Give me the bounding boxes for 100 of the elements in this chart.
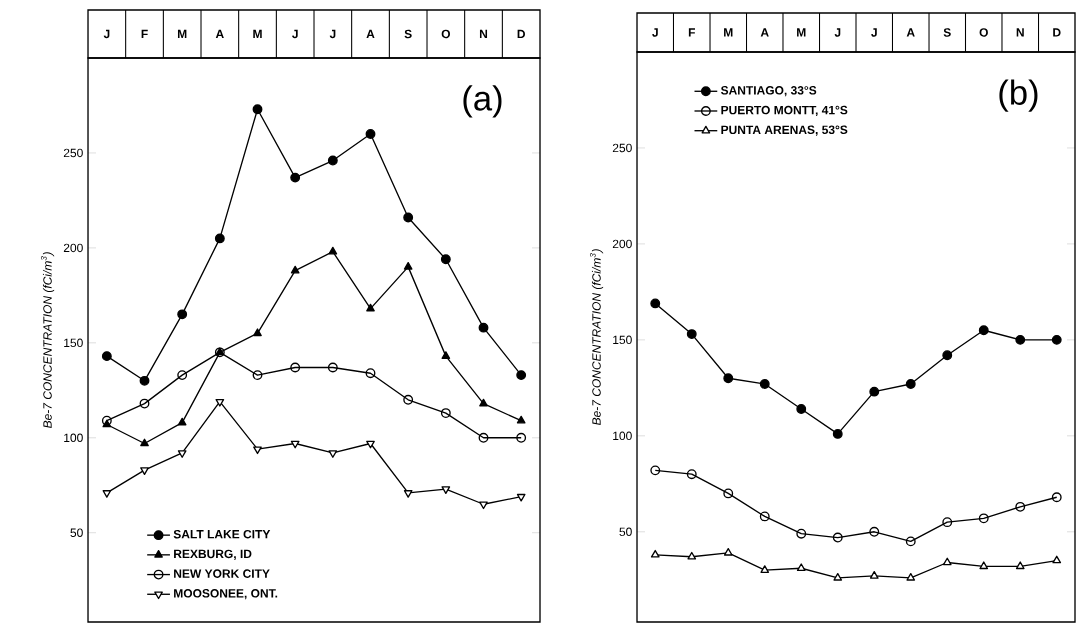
point [869, 386, 880, 397]
x-tick-label: A [215, 29, 224, 39]
legend-label: NEW YORK CITY [174, 569, 270, 578]
point [403, 212, 414, 223]
point [440, 408, 451, 419]
point [101, 415, 112, 426]
point [869, 570, 879, 579]
point [869, 526, 880, 537]
legend-label: SANTIAGO, 33°S [720, 86, 817, 97]
x-tick-label: N [479, 29, 488, 39]
point [906, 572, 916, 581]
point [650, 465, 661, 476]
point [796, 563, 806, 572]
x-tick-label: M [177, 29, 187, 39]
point [177, 309, 188, 320]
point [1051, 492, 1062, 503]
x-tick-label: M [724, 28, 733, 37]
point [365, 368, 376, 379]
y-tick-label: 150 [64, 338, 83, 348]
point [833, 572, 843, 581]
y-axis-title: Be-7 CONCENTRATION (fCi/m$^{3}$) [589, 249, 604, 426]
point [441, 351, 451, 359]
point [723, 488, 734, 499]
point [140, 438, 149, 447]
point [1015, 334, 1026, 345]
point [759, 379, 770, 389]
x-tick-label: O [979, 28, 988, 37]
point [101, 351, 112, 362]
x-tick-label: D [1053, 28, 1061, 37]
point [440, 254, 451, 265]
point [478, 322, 489, 333]
point [650, 298, 661, 309]
point [139, 375, 150, 386]
x-tick-label: M [797, 28, 806, 37]
x-tick-label: S [943, 28, 951, 37]
point [403, 394, 414, 405]
point [403, 490, 413, 498]
point [1052, 555, 1062, 564]
x-tick-label: J [834, 28, 841, 37]
point [366, 440, 375, 449]
point [760, 565, 770, 573]
x-tick-label: A [906, 28, 915, 37]
y-tick-label: 50 [70, 528, 83, 537]
point [832, 428, 843, 439]
point [290, 172, 301, 183]
legend-label: PUERTO MONTT, 41°S [721, 105, 848, 117]
point [650, 549, 660, 558]
point [327, 362, 338, 373]
x-tick-label: J [652, 28, 658, 37]
point [942, 517, 953, 528]
point [832, 532, 843, 543]
point [177, 450, 187, 458]
point [253, 446, 262, 455]
point [978, 513, 989, 524]
y-tick-label: 250 [63, 148, 83, 158]
point [686, 329, 697, 340]
point [686, 469, 697, 480]
point [1015, 561, 1025, 570]
x-tick-label: J [329, 29, 336, 39]
point [759, 511, 770, 522]
point [290, 362, 301, 373]
point [1015, 501, 1026, 512]
point [441, 486, 451, 494]
x-tick-label: J [103, 29, 110, 39]
point [328, 450, 338, 458]
x-tick-label: F [141, 29, 148, 39]
point [723, 373, 734, 384]
point [177, 370, 188, 381]
point [905, 379, 916, 389]
point [253, 328, 262, 337]
x-tick-label: O [441, 29, 450, 39]
y-tick-label: 200 [63, 243, 83, 253]
x-tick-label: A [760, 28, 769, 37]
legend-label: MOOSONEE, ONT. [174, 589, 278, 600]
annotation: (b) [999, 79, 1038, 112]
x-tick-label: A [366, 29, 375, 39]
x-tick-label: F [688, 28, 695, 37]
x-tick-label: N [1016, 28, 1024, 37]
point [214, 233, 225, 244]
point [796, 528, 807, 539]
point [516, 432, 527, 443]
annotation: (a) [463, 85, 502, 118]
point [796, 404, 807, 414]
point [479, 398, 488, 407]
point [215, 398, 225, 407]
point [403, 261, 413, 270]
point [290, 440, 300, 449]
y-tick-label: 200 [612, 239, 632, 249]
point [139, 398, 150, 409]
point [687, 551, 697, 560]
point [942, 557, 952, 566]
point [290, 265, 300, 274]
x-tick-label: J [292, 29, 298, 39]
point [478, 432, 489, 443]
point [366, 303, 375, 312]
legend-label: PUNTA ARENAS, 53°S [721, 125, 848, 136]
legend-label: SALT LAKE CITY [173, 529, 271, 539]
y-tick-label: 100 [64, 433, 83, 443]
point [516, 370, 527, 381]
x-tick-label: J [871, 28, 877, 37]
